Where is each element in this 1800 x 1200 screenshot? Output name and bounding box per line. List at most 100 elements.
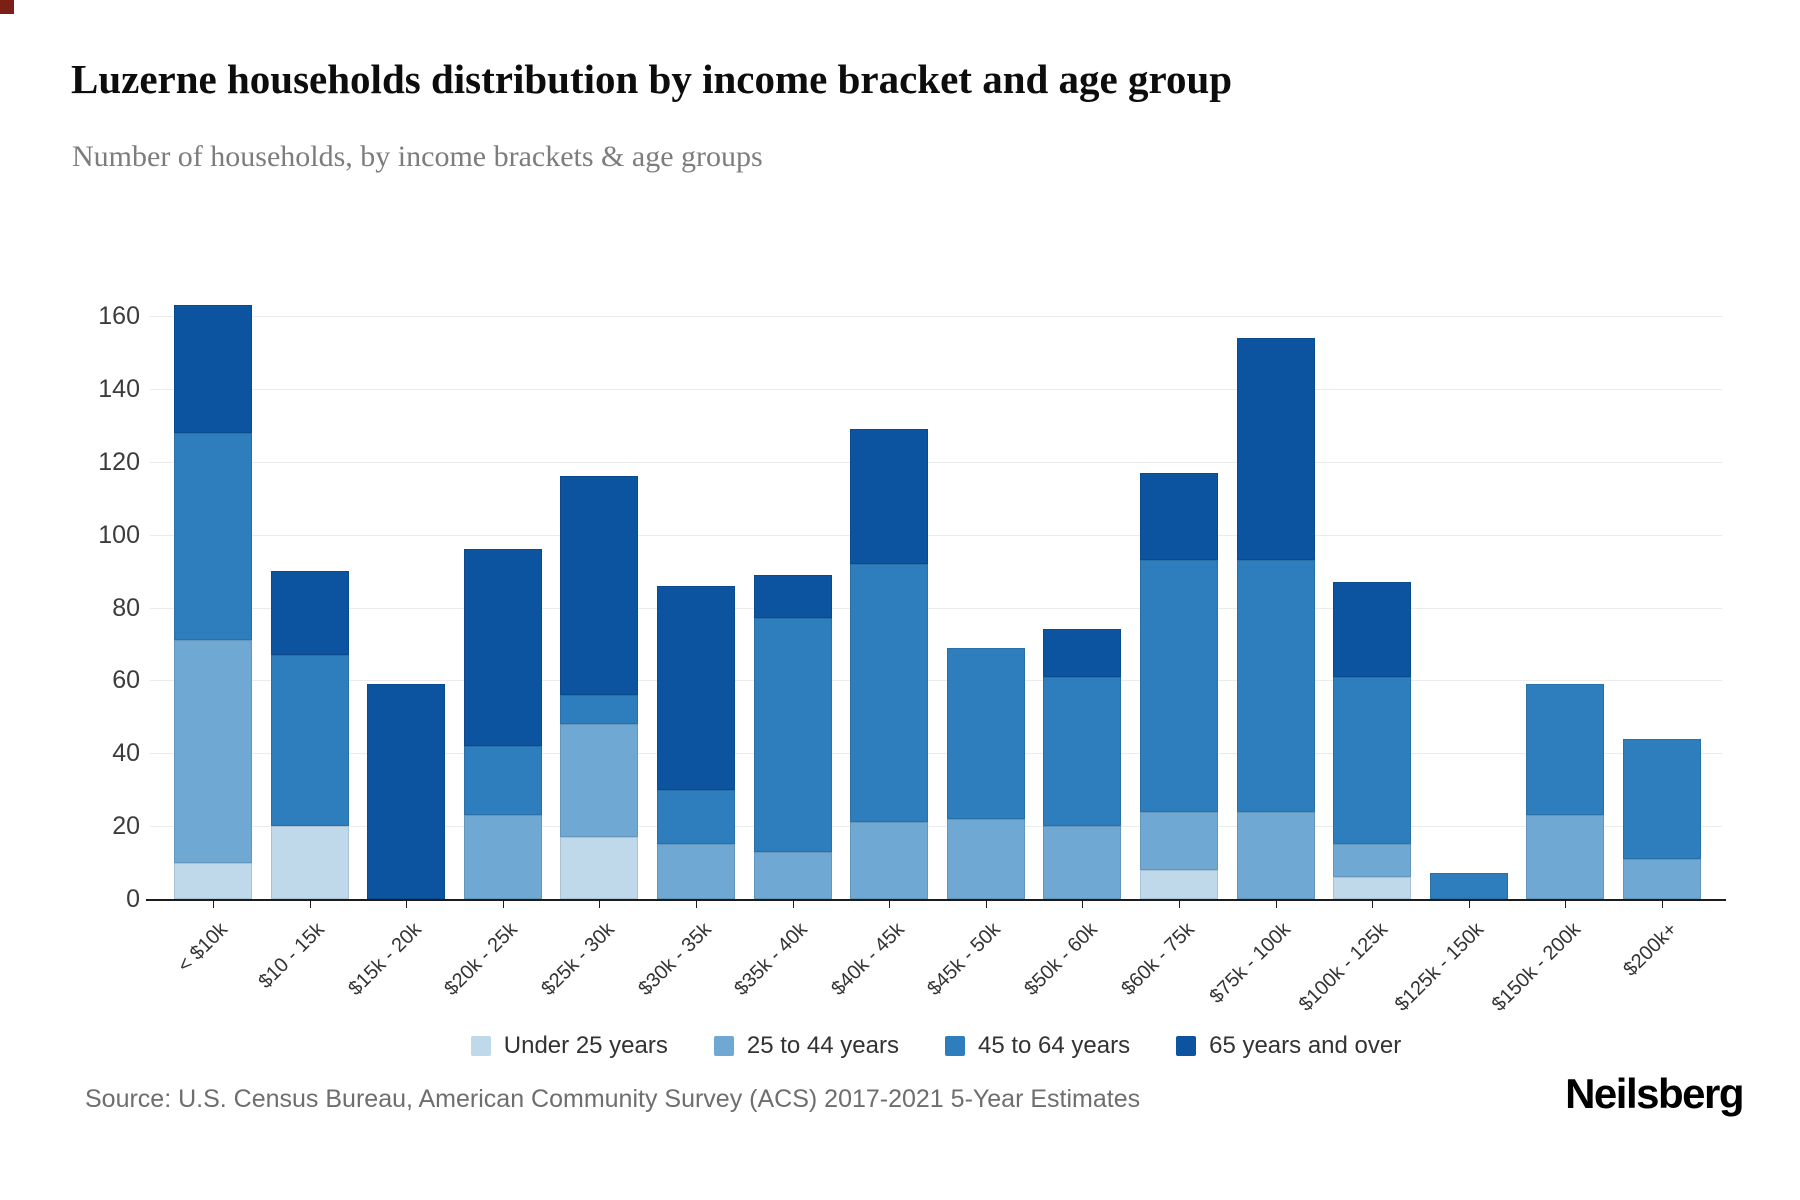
x-axis-label: $75k - 100k (1205, 918, 1296, 1008)
bar-segment[interactable] (753, 574, 832, 619)
bar-segment[interactable] (560, 724, 639, 838)
chart-legend: Under 25 years 25 to 44 years 45 to 64 yea… (150, 1032, 1722, 1060)
bar-segment[interactable] (1236, 337, 1315, 561)
x-axis-label: $35k - 40k (730, 918, 813, 1000)
bar-segment[interactable] (850, 428, 929, 564)
bar-segment[interactable] (174, 862, 252, 899)
legend-swatch-icon (944, 1036, 965, 1056)
bar-segment[interactable] (463, 745, 542, 816)
legend-item-label: 45 to 64 years (977, 1032, 1131, 1059)
bar-segment[interactable] (560, 476, 639, 695)
bar-segment[interactable] (270, 826, 349, 899)
x-axis-label: $30k - 35k (633, 918, 716, 1000)
legend-item[interactable]: 25 to 44 years (713, 1032, 899, 1060)
bar-segment[interactable] (946, 818, 1025, 899)
bar-segment[interactable] (174, 640, 252, 863)
bar-segment[interactable] (367, 684, 446, 899)
bar-segment[interactable] (1236, 560, 1315, 812)
x-axis-tick (599, 901, 601, 908)
bar-segment[interactable] (1140, 811, 1218, 870)
gridline (150, 388, 1722, 390)
gridline (150, 753, 1722, 755)
x-axis-label: $10 - 15k (254, 918, 330, 993)
bar-segment[interactable] (657, 585, 735, 790)
x-axis-tick (213, 901, 214, 908)
bar-segment[interactable] (1333, 844, 1412, 878)
x-axis-tick (1662, 901, 1663, 908)
x-axis-label: $25k - 30k (537, 918, 619, 1000)
bar-segment[interactable] (270, 571, 349, 655)
bar-segment[interactable] (1333, 581, 1412, 677)
x-axis-label: $60k - 75k (1116, 918, 1199, 1000)
gridline (150, 316, 1722, 317)
y-axis-tick-label: 100 (98, 520, 140, 549)
bar-segment[interactable] (1333, 877, 1412, 899)
x-axis-label: $100k - 125k (1294, 918, 1392, 1016)
y-axis-tick-label: 0 (126, 885, 140, 913)
bar-segment[interactable] (1429, 873, 1508, 899)
bar-segment[interactable] (753, 618, 832, 852)
y-axis-tick-label: 20 (112, 812, 140, 841)
x-axis-tick (1082, 901, 1084, 908)
x-axis-tick (889, 901, 891, 908)
x-axis-tick (696, 901, 697, 908)
x-axis-tick (502, 901, 504, 908)
legend-item[interactable]: 45 to 64 years (944, 1032, 1131, 1060)
x-axis-label: $200k+ (1619, 918, 1682, 981)
x-axis-label: $125k - 150k (1390, 918, 1489, 1016)
legend-item-label: Under 25 years (503, 1032, 668, 1059)
gridline (150, 461, 1722, 463)
bar-segment[interactable] (1526, 684, 1605, 816)
x-axis-label: $20k - 25k (440, 918, 523, 1000)
bar-segment[interactable] (850, 822, 929, 899)
x-axis-tick (1565, 901, 1567, 908)
y-axis-tick-label: 60 (112, 666, 140, 695)
x-axis-label: < $10k (174, 918, 233, 977)
gridline (150, 534, 1722, 536)
corner-mark (0, 0, 14, 14)
bar-segment[interactable] (657, 844, 735, 899)
bar-segment[interactable] (1236, 811, 1315, 899)
bar-segment[interactable] (946, 647, 1025, 819)
bar-segment[interactable] (1043, 826, 1122, 899)
gridline (150, 680, 1722, 682)
bar-segment[interactable] (1623, 858, 1701, 899)
bar-segment[interactable] (463, 815, 542, 899)
legend-item[interactable]: Under 25 years (470, 1032, 668, 1060)
bar-segment[interactable] (1043, 676, 1122, 827)
gridline (150, 607, 1722, 609)
bar-segment[interactable] (1526, 815, 1605, 899)
bar-segment[interactable] (850, 563, 929, 823)
x-axis-tick (1275, 901, 1277, 908)
x-axis-label: $150k - 200k (1487, 918, 1585, 1016)
bar-segment[interactable] (753, 851, 832, 899)
legend-item-label: 25 to 44 years (746, 1032, 899, 1059)
y-axis-tick-label: 120 (98, 447, 140, 476)
bar-segment[interactable] (560, 694, 639, 725)
x-axis-label: $15k - 20k (344, 918, 426, 1000)
bar-segment[interactable] (1140, 560, 1218, 812)
x-axis-label: $40k - 45k (827, 918, 909, 1000)
y-axis-tick-label: 80 (112, 593, 140, 622)
bar-segment[interactable] (174, 432, 252, 641)
bar-segment[interactable] (463, 549, 542, 746)
bar-segment[interactable] (1140, 472, 1218, 561)
x-axis-tick (309, 901, 311, 908)
bar-segment[interactable] (560, 837, 639, 899)
y-axis-tick-label: 160 (98, 302, 140, 330)
legend-item-label: 65 years and over (1209, 1032, 1402, 1059)
page-title: Luzerne households distribution by incom… (71, 56, 1233, 102)
bar-segment[interactable] (1140, 869, 1218, 899)
x-axis-tick (985, 901, 987, 908)
legend-item[interactable]: 65 years and over (1176, 1032, 1401, 1060)
x-axis-label: $45k - 50k (923, 918, 1006, 1000)
bar-segment[interactable] (1043, 629, 1122, 677)
bar-segment[interactable] (174, 305, 252, 433)
y-axis-tick-label: 140 (98, 374, 140, 403)
x-axis-tick (1179, 901, 1180, 908)
bar-segment[interactable] (1333, 676, 1412, 845)
bar-segment[interactable] (1623, 738, 1701, 859)
bar-segment[interactable] (270, 654, 349, 827)
bar-segment[interactable] (657, 789, 735, 845)
brand-logo: Neilsberg (1565, 1070, 1744, 1117)
